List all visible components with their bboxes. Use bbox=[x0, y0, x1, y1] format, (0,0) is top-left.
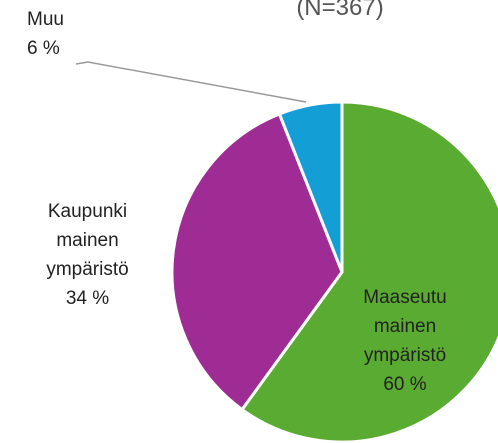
pie-slice bbox=[239, 100, 498, 443]
value-label: 34 % bbox=[65, 288, 110, 309]
data-label: Kaupunki mainen ympäristö 34 % bbox=[20, 197, 155, 313]
chart-subtitle: (N=367) bbox=[296, 0, 384, 21]
pie-slice bbox=[170, 111, 344, 412]
category-label: Kaupunki mainen ympäristö bbox=[46, 201, 129, 280]
category-label: Muu bbox=[27, 9, 64, 30]
value-label: 6 % bbox=[27, 38, 60, 59]
leader-line bbox=[75, 61, 307, 103]
data-label: Maaseutu mainen ympäristö 60 % bbox=[340, 283, 470, 399]
value-label: 60 % bbox=[383, 374, 427, 395]
data-label: Muu 6 % bbox=[5, 5, 75, 63]
category-label: Maaseutu mainen ympäristö bbox=[363, 287, 447, 366]
pie-slice bbox=[277, 100, 344, 273]
